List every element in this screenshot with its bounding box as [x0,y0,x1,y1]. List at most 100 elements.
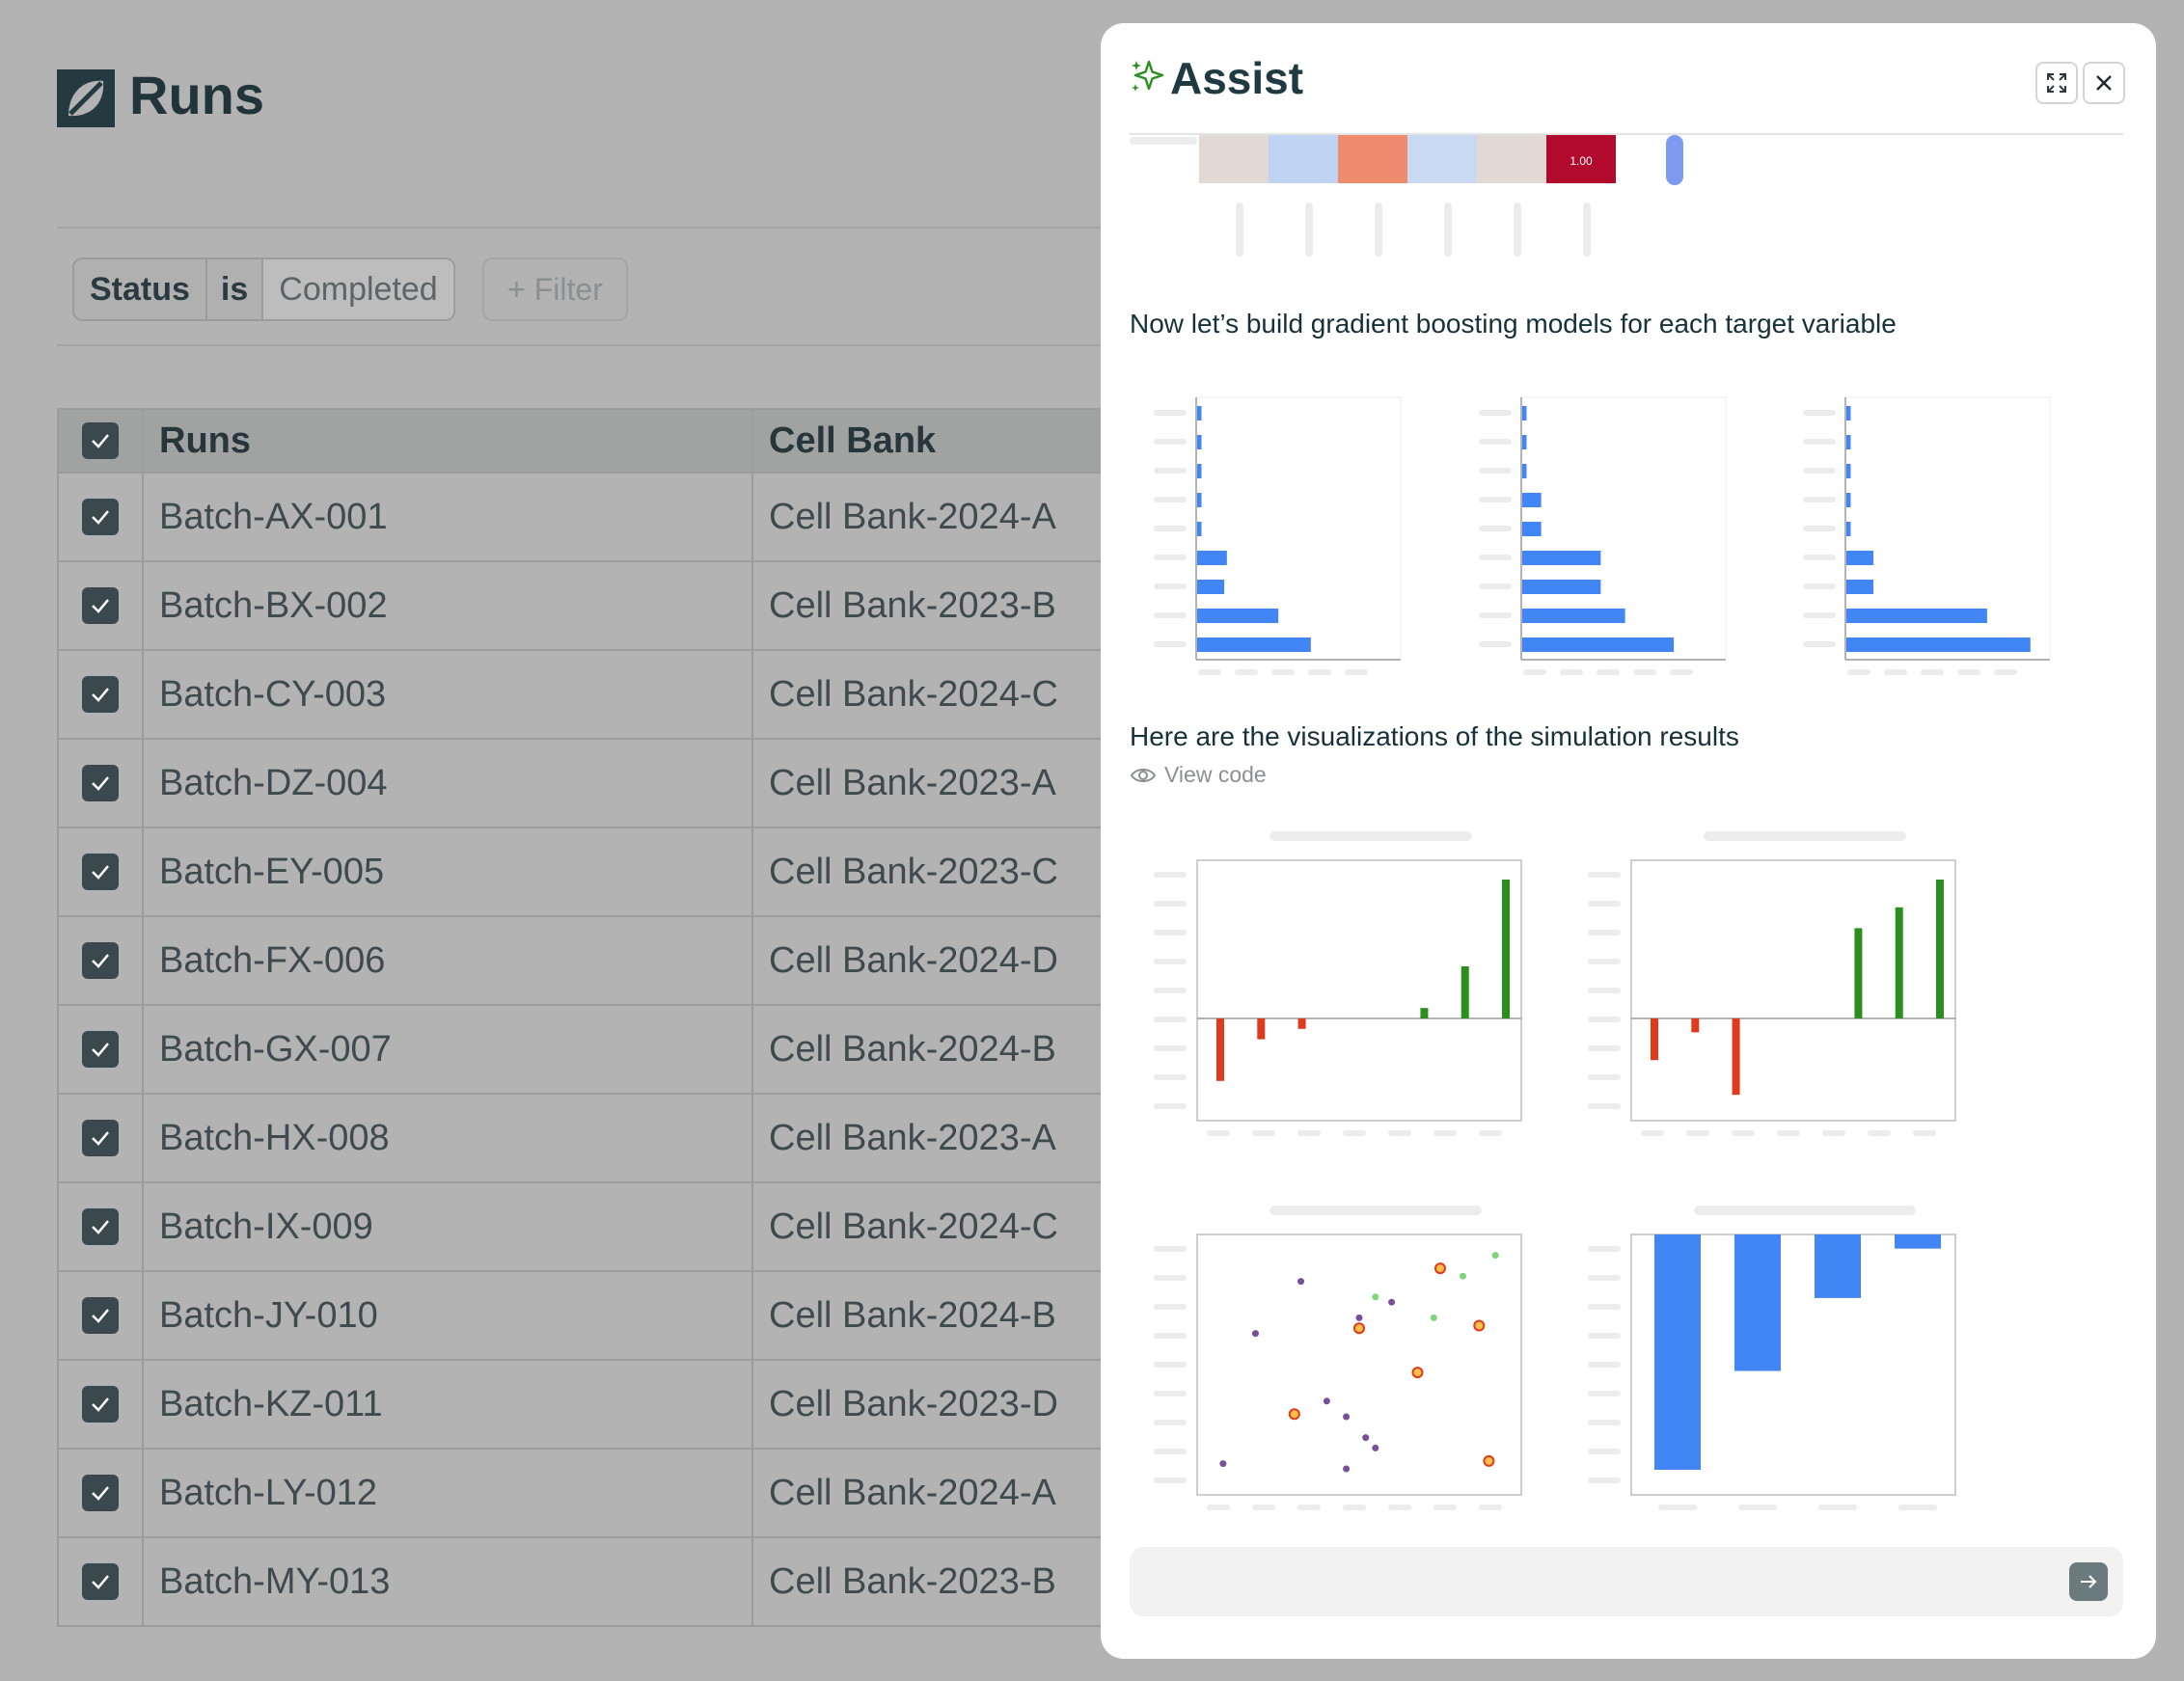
cell-run-name[interactable]: Batch-DZ-004 [144,740,753,827]
row-checkbox[interactable] [82,676,119,713]
expand-button[interactable] [2035,62,2078,104]
cell-run-name[interactable]: Batch-JY-010 [144,1272,753,1359]
row-checkbox[interactable] [82,765,119,801]
y-tick-label [1588,1103,1621,1109]
cell-run-name[interactable]: Batch-IX-009 [144,1183,753,1270]
cell-run-name[interactable]: Batch-GX-007 [144,1006,753,1093]
table-row[interactable]: Batch-LY-012 Cell Bank-2024-A [59,1450,1110,1538]
x-tick-label [1921,669,1944,675]
table-row[interactable]: Batch-BX-002 Cell Bank-2023-B [59,562,1110,651]
row-checkbox[interactable] [82,854,119,890]
table-row[interactable]: Batch-EY-005 Cell Bank-2023-C [59,828,1110,917]
cell-run-name[interactable]: Batch-LY-012 [144,1450,753,1536]
scatter-point [1434,1262,1446,1275]
row-checkbox[interactable] [82,1563,119,1600]
bar [1197,637,1311,652]
table-row[interactable]: Batch-GX-007 Cell Bank-2024-B [59,1006,1110,1095]
cell-run-name[interactable]: Batch-EY-005 [144,828,753,915]
table-row[interactable]: Batch-IX-009 Cell Bank-2024-C [59,1183,1110,1272]
y-tick-label [1479,439,1512,445]
chat-input[interactable] [1130,1547,2123,1616]
x-tick-label [1658,1505,1697,1510]
chart-title-placeholder [1694,1206,1916,1215]
x-tick-label [1884,669,1907,675]
heatmap-tick [1514,203,1521,257]
y-tick-label [1479,612,1512,618]
x-tick-label [1641,1130,1664,1136]
table-row[interactable]: Batch-MY-013 Cell Bank-2023-B [59,1538,1110,1627]
heatmap-tick [1583,203,1591,257]
filter-operator: is [207,259,264,319]
view-code-link[interactable]: View code [1130,762,1267,788]
y-tick-label [1154,641,1187,647]
cell-run-name[interactable]: Batch-CY-003 [144,651,753,738]
scatter-point [1372,1293,1379,1301]
cell-run-name[interactable]: Batch-KZ-011 [144,1361,753,1448]
sparkle-icon [1132,60,1164,92]
table-row[interactable]: Batch-CY-003 Cell Bank-2024-C [59,651,1110,740]
column-header-runs[interactable]: Runs [144,410,753,472]
row-checkbox[interactable] [82,942,119,979]
scatter-point [1388,1298,1396,1306]
y-tick-label [1479,497,1512,502]
view-code-label: View code [1164,762,1267,787]
cell-cell-bank: Cell Bank-2024-A [769,496,1056,537]
y-tick-label [1154,901,1187,907]
table-row[interactable]: Batch-HX-008 Cell Bank-2023-A [59,1095,1110,1183]
y-tick-label [1588,1304,1621,1310]
cell-run-name[interactable]: Batch-MY-013 [144,1538,753,1625]
check-icon [92,865,109,880]
y-tick-label [1154,410,1187,416]
heatmap-cell-label: 1.00 [1570,154,1593,168]
row-checkbox[interactable] [82,499,119,535]
x-tick-label [1271,669,1295,675]
x-tick-label [1198,669,1221,675]
add-filter-button[interactable]: + Filter [482,258,628,321]
x-tick-label [1847,669,1870,675]
row-checkbox[interactable] [82,1475,119,1511]
y-tick-label [1154,612,1187,618]
row-checkbox[interactable] [82,587,119,624]
x-tick-label [1345,669,1368,675]
cell-run-name[interactable]: Batch-FX-006 [144,917,753,1004]
table-row[interactable]: Batch-JY-010 Cell Bank-2024-B [59,1272,1110,1361]
bar [1654,1234,1701,1470]
bar [1651,1018,1658,1061]
row-checkbox[interactable] [82,1208,119,1245]
table-row[interactable]: Batch-FX-006 Cell Bank-2024-D [59,917,1110,1006]
bar [1846,464,1851,478]
select-all-checkbox[interactable] [82,422,119,459]
cell-cell-bank: Cell Bank-2024-C [769,1206,1058,1247]
bar [1197,493,1202,507]
heatmap-colorbar [1666,135,1683,185]
row-checkbox[interactable] [82,1120,119,1156]
y-tick-label [1479,641,1512,647]
status-filter-chip[interactable]: Status is Completed [72,258,455,321]
table-row[interactable]: Batch-AX-001 Cell Bank-2024-A [59,474,1110,562]
table-row[interactable]: Batch-KZ-011 Cell Bank-2023-D [59,1361,1110,1450]
y-tick-label [1479,410,1512,416]
bar [1846,406,1851,420]
cell-run-name[interactable]: Batch-BX-002 [144,562,753,649]
heatmap-label [1130,137,1197,145]
row-checkbox[interactable] [82,1031,119,1068]
x-tick-label [1252,1130,1275,1136]
table-row[interactable]: Batch-DZ-004 Cell Bank-2023-A [59,740,1110,828]
x-tick-label [1308,669,1331,675]
row-checkbox[interactable] [82,1386,119,1423]
cell-cell-bank: Cell Bank-2023-B [769,584,1056,626]
bar [1854,928,1863,1018]
bar [1197,609,1279,623]
row-checkbox[interactable] [82,1297,119,1334]
filter-field: Status [74,259,207,319]
x-tick-label [1738,1505,1777,1510]
close-button[interactable] [2083,62,2125,104]
send-button[interactable] [2069,1562,2108,1601]
x-tick-label [1633,669,1656,675]
cell-cell-bank: Cell Bank-2023-C [769,851,1058,892]
column-header-cell-bank[interactable]: Cell Bank [769,420,937,461]
y-tick-label [1479,468,1512,474]
y-tick-label [1803,612,1836,618]
cell-run-name[interactable]: Batch-HX-008 [144,1095,753,1181]
cell-run-name[interactable]: Batch-AX-001 [144,474,753,560]
